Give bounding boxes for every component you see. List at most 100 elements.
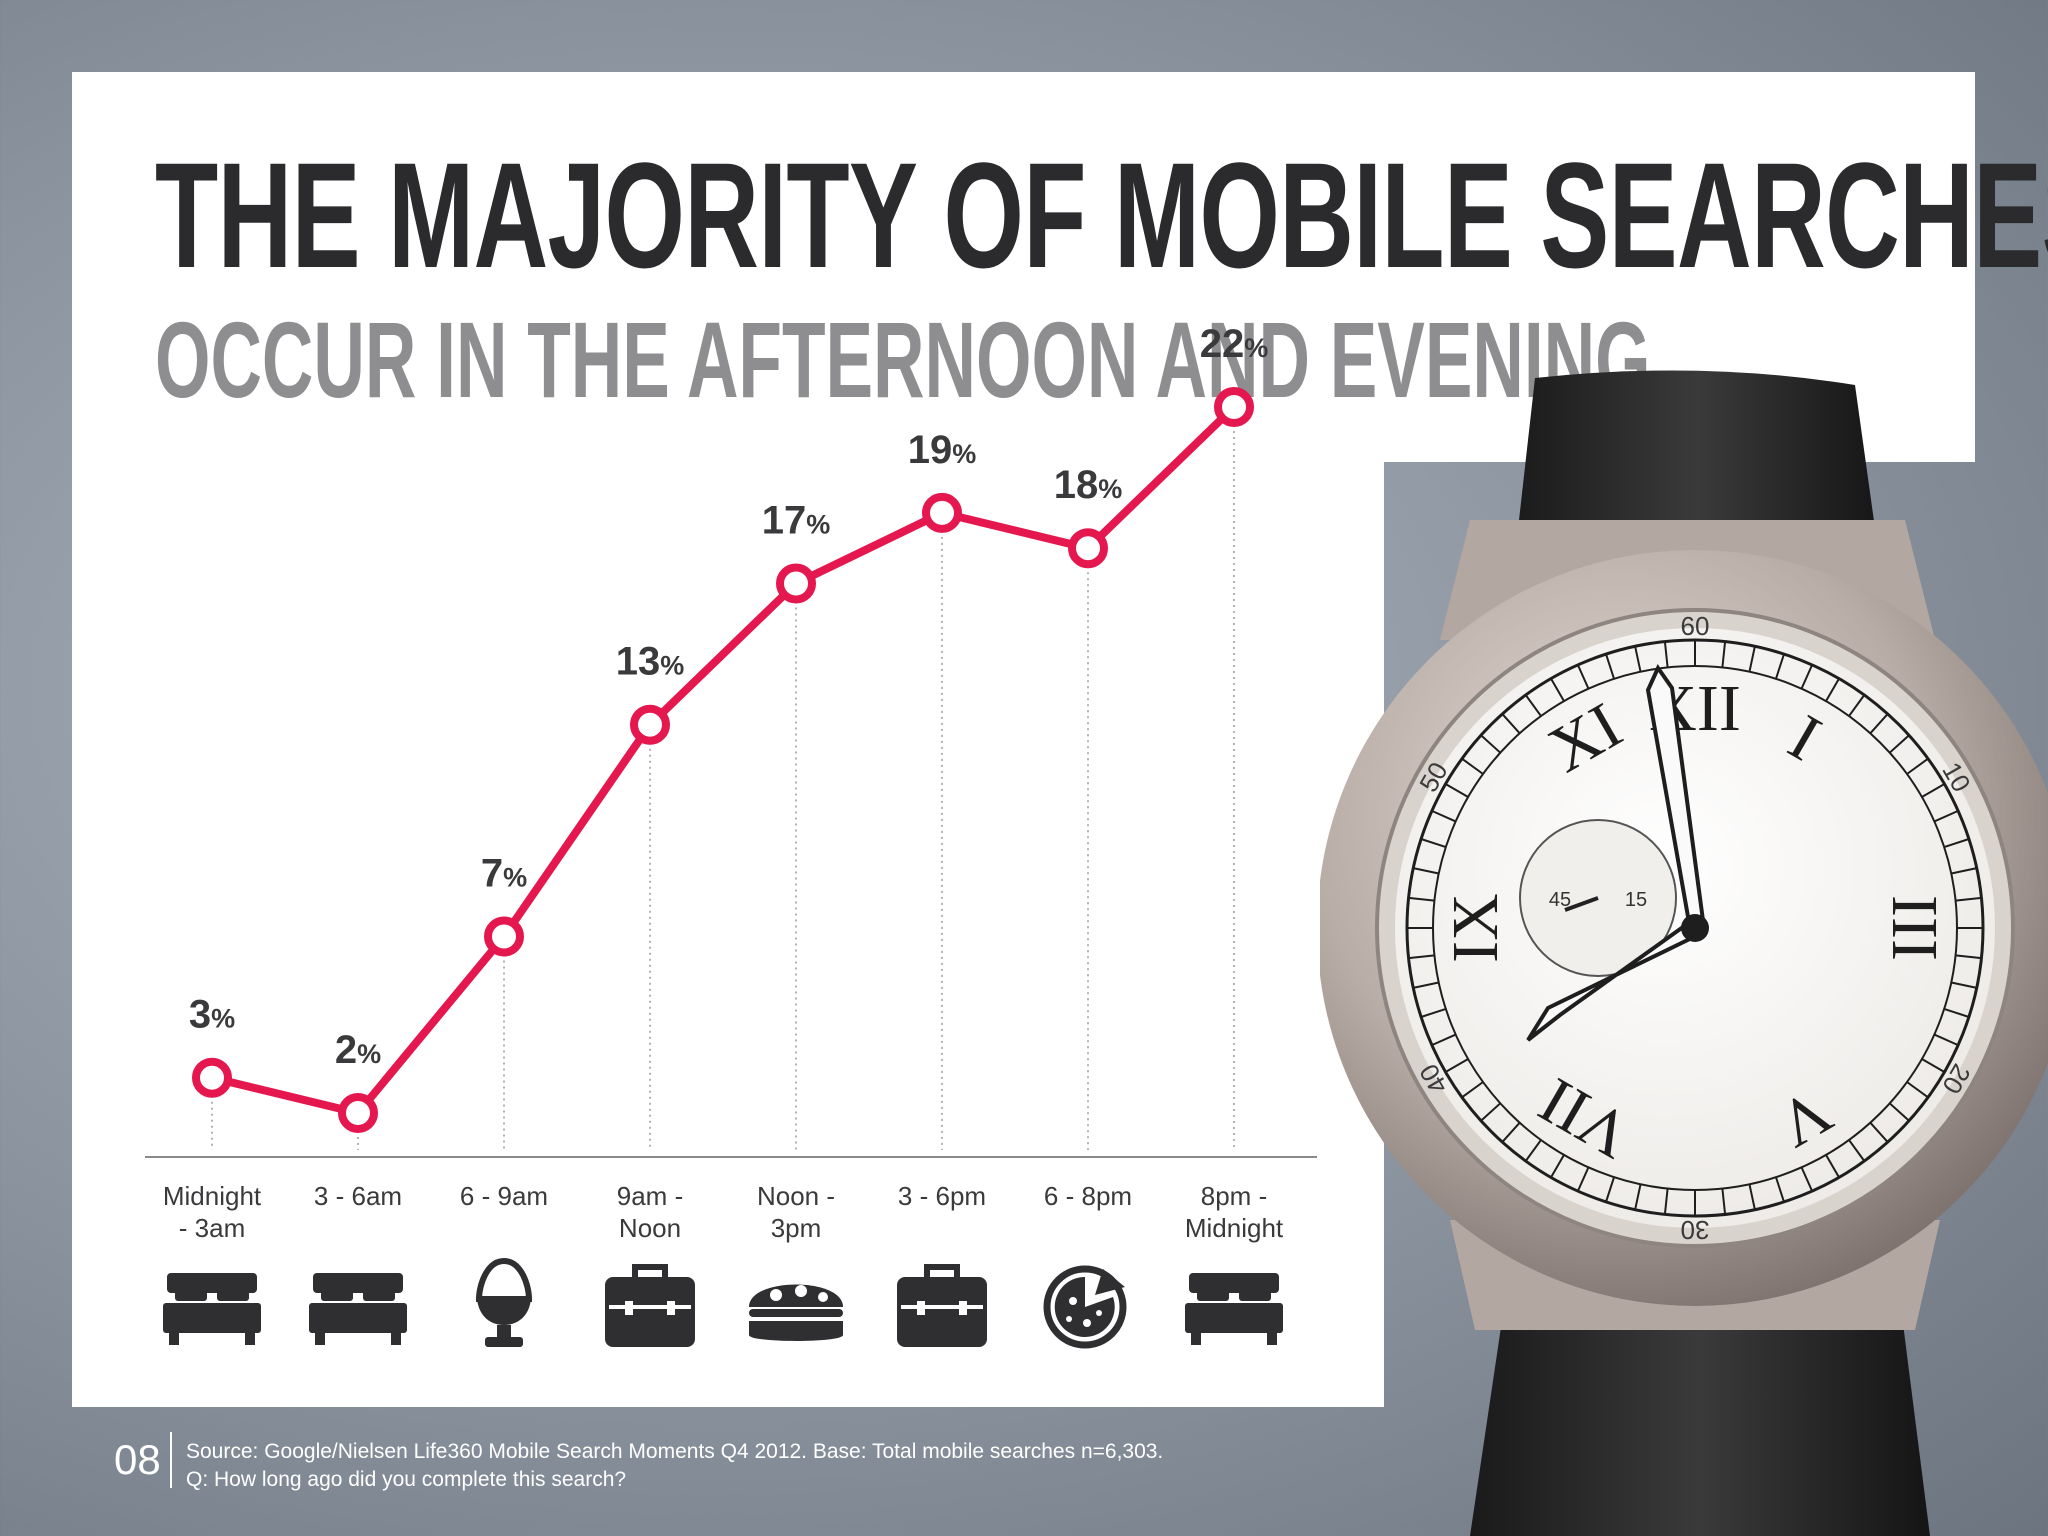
chart-guide-lines bbox=[211, 425, 1235, 1150]
minute-tick bbox=[1800, 1166, 1814, 1192]
data-point bbox=[630, 704, 670, 745]
minute-tick bbox=[1869, 1122, 1889, 1143]
series-points bbox=[192, 387, 1254, 1133]
value-label: 7% bbox=[481, 852, 527, 896]
minute-tick bbox=[1748, 1184, 1756, 1210]
briefcase-icon bbox=[595, 1255, 705, 1355]
category-label: 3 - 6pm bbox=[898, 1181, 986, 1211]
roman-numeral: IX bbox=[1439, 893, 1512, 963]
series-line bbox=[211, 404, 1237, 1117]
value-label: 22% bbox=[1200, 322, 1269, 366]
minute-tick bbox=[1501, 1122, 1521, 1143]
minute-tick bbox=[1889, 734, 1910, 754]
minute-tick bbox=[1605, 653, 1615, 680]
data-point bbox=[484, 916, 524, 957]
page-title: THE MAJORITY OF MOBILE SEARCHES bbox=[155, 131, 2048, 299]
value-label: 2% bbox=[335, 1028, 381, 1072]
minute-tick bbox=[1955, 896, 1982, 902]
minute-tick bbox=[1524, 694, 1542, 717]
subdial-label: 15 bbox=[1625, 889, 1647, 911]
minute-tick bbox=[1663, 641, 1669, 668]
minute-tick bbox=[1524, 1139, 1542, 1162]
minute-tick bbox=[1921, 1058, 1945, 1073]
minute-tick bbox=[1869, 713, 1889, 734]
minute-tick bbox=[1943, 838, 1970, 848]
minute-tick bbox=[1445, 1058, 1469, 1073]
minute-label: 30 bbox=[1681, 1215, 1710, 1245]
category-label: - 3am bbox=[179, 1213, 245, 1243]
minute-tick bbox=[1933, 1033, 1959, 1047]
category-label: 9am - bbox=[617, 1181, 683, 1211]
minute-tick bbox=[1848, 1139, 1866, 1162]
category-label: 8pm - bbox=[1201, 1181, 1267, 1211]
subdial-label: 45 bbox=[1549, 889, 1571, 911]
minute-tick bbox=[1431, 1033, 1457, 1047]
category-label: 6 - 9am bbox=[460, 1181, 548, 1211]
minute-tick bbox=[1775, 653, 1785, 680]
minute-label: 60 bbox=[1681, 611, 1710, 641]
minute-tick bbox=[1408, 954, 1435, 960]
minute-tick bbox=[1461, 1081, 1484, 1099]
bed-icon bbox=[157, 1255, 267, 1355]
category-label: 3 - 6am bbox=[314, 1181, 402, 1211]
minute-tick bbox=[1550, 1154, 1565, 1178]
category-label: Midnight bbox=[1185, 1213, 1284, 1243]
value-label: 19% bbox=[908, 428, 977, 472]
minute-tick bbox=[1906, 757, 1929, 775]
value-label: 13% bbox=[616, 640, 685, 684]
egg-cup-icon bbox=[449, 1255, 559, 1355]
minute-tick bbox=[1775, 1176, 1785, 1203]
roman-numeral: III bbox=[1878, 895, 1951, 961]
briefcase-icon bbox=[887, 1255, 997, 1355]
minute-tick bbox=[1800, 664, 1814, 690]
minute-tick bbox=[1605, 1176, 1615, 1203]
data-point bbox=[922, 492, 962, 533]
minute-tick bbox=[1951, 981, 1977, 989]
minute-tick bbox=[1955, 954, 1982, 960]
value-label: 18% bbox=[1054, 463, 1123, 507]
pizza-icon bbox=[1033, 1255, 1143, 1355]
data-point bbox=[776, 563, 816, 604]
minute-tick bbox=[1825, 1154, 1840, 1178]
bed-icon bbox=[303, 1255, 413, 1355]
minute-tick bbox=[1413, 981, 1439, 989]
category-label: 3pm bbox=[771, 1213, 822, 1243]
minute-tick bbox=[1431, 809, 1457, 823]
watch-minute-ticks bbox=[1407, 640, 1983, 1216]
data-point bbox=[192, 1057, 232, 1098]
footer-divider bbox=[170, 1432, 172, 1488]
value-label: 17% bbox=[762, 499, 831, 543]
minute-tick bbox=[1480, 1102, 1501, 1122]
minute-tick bbox=[1825, 678, 1840, 702]
watch-strap-bottom bbox=[1470, 1300, 1930, 1536]
minute-tick bbox=[1420, 1008, 1447, 1018]
minute-tick bbox=[1921, 783, 1945, 798]
bed-icon bbox=[1179, 1255, 1289, 1355]
minute-tick bbox=[1445, 783, 1469, 798]
minute-tick bbox=[1943, 1008, 1970, 1018]
minute-tick bbox=[1420, 838, 1447, 848]
minute-tick bbox=[1576, 1166, 1590, 1192]
minute-tick bbox=[1721, 641, 1727, 668]
minute-tick bbox=[1634, 646, 1642, 672]
minute-tick bbox=[1933, 809, 1959, 823]
data-point bbox=[338, 1093, 378, 1133]
minute-tick bbox=[1461, 757, 1484, 775]
watch-center-pin bbox=[1681, 914, 1709, 942]
minute-tick bbox=[1550, 678, 1565, 702]
page-subtitle: OCCUR IN THE AFTERNOON AND EVENING bbox=[155, 299, 1651, 420]
page-number: 08 bbox=[114, 1436, 161, 1483]
minute-tick bbox=[1413, 867, 1439, 875]
minute-tick bbox=[1848, 694, 1866, 717]
minute-tick bbox=[1951, 867, 1977, 875]
source-line-2: Q: How long ago did you complete this se… bbox=[186, 1468, 627, 1491]
category-label: Noon - bbox=[757, 1181, 835, 1211]
minute-tick bbox=[1889, 1102, 1910, 1122]
watch-subdial-hand bbox=[1564, 896, 1599, 912]
category-label: Midnight bbox=[163, 1181, 262, 1211]
sandwich-icon bbox=[741, 1255, 851, 1355]
chart-panel bbox=[72, 440, 1384, 1407]
